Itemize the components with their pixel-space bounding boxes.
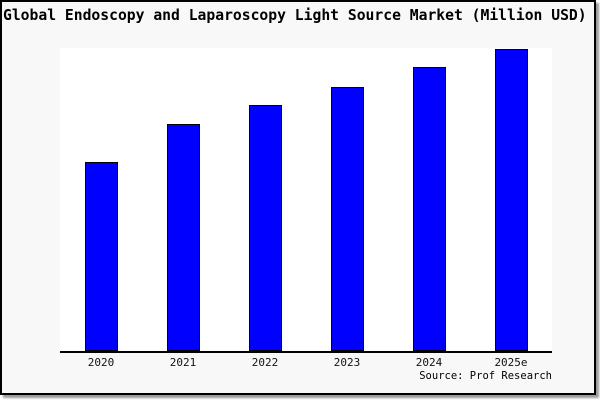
bar-2023 xyxy=(330,87,364,351)
bar-2021 xyxy=(166,124,200,351)
bar-2020 xyxy=(84,162,118,351)
x-tick-label-2020: 2020 xyxy=(87,356,115,369)
bar-slot xyxy=(142,48,224,351)
x-tick-label-2024: 2024 xyxy=(415,356,443,369)
source-credit: Source: Prof Research xyxy=(419,370,552,382)
bar-slot xyxy=(306,48,388,351)
bar-series xyxy=(60,48,552,351)
bar-slot xyxy=(388,48,470,351)
x-tick-label-2021: 2021 xyxy=(169,356,197,369)
bar-slot xyxy=(470,48,552,351)
x-tick-label-2023: 2023 xyxy=(333,356,361,369)
bar-slot xyxy=(60,48,142,351)
bar-2024 xyxy=(412,67,446,351)
x-axis-tick-labels: 2020 2021 2022 2023 2024 2025e xyxy=(60,356,552,370)
bar-slot xyxy=(224,48,306,351)
bar-2025e xyxy=(494,49,528,351)
x-tick-label-2025e: 2025e xyxy=(494,356,528,369)
plot-area xyxy=(60,48,552,353)
chart-title: Global Endoscopy and Laparoscopy Light S… xyxy=(3,7,587,24)
x-tick-label-2022: 2022 xyxy=(251,356,279,369)
bar-2022 xyxy=(248,105,282,351)
